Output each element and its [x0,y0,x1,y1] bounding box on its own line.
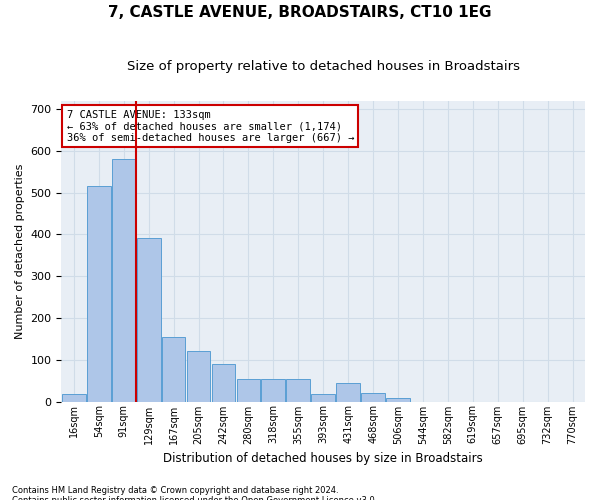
Bar [212,364,235,402]
X-axis label: Distribution of detached houses by size in Broadstairs: Distribution of detached houses by size … [163,452,483,465]
Bar [386,398,410,402]
Bar [286,378,310,402]
Text: Contains public sector information licensed under the Open Government Licence v3: Contains public sector information licen… [12,496,377,500]
Bar [187,352,211,402]
Bar [262,378,285,402]
Bar [361,393,385,402]
Bar [137,238,161,402]
Bar [311,394,335,402]
Title: Size of property relative to detached houses in Broadstairs: Size of property relative to detached ho… [127,60,520,73]
Text: 7 CASTLE AVENUE: 133sqm
← 63% of detached houses are smaller (1,174)
36% of semi: 7 CASTLE AVENUE: 133sqm ← 63% of detache… [67,110,354,143]
Text: 7, CASTLE AVENUE, BROADSTAIRS, CT10 1EG: 7, CASTLE AVENUE, BROADSTAIRS, CT10 1EG [108,5,492,20]
Bar [236,378,260,402]
Bar [336,382,360,402]
Y-axis label: Number of detached properties: Number of detached properties [15,164,25,338]
Bar [162,336,185,402]
Bar [62,394,86,402]
Bar [112,159,136,402]
Text: Contains HM Land Registry data © Crown copyright and database right 2024.: Contains HM Land Registry data © Crown c… [12,486,338,495]
Bar [87,186,110,402]
